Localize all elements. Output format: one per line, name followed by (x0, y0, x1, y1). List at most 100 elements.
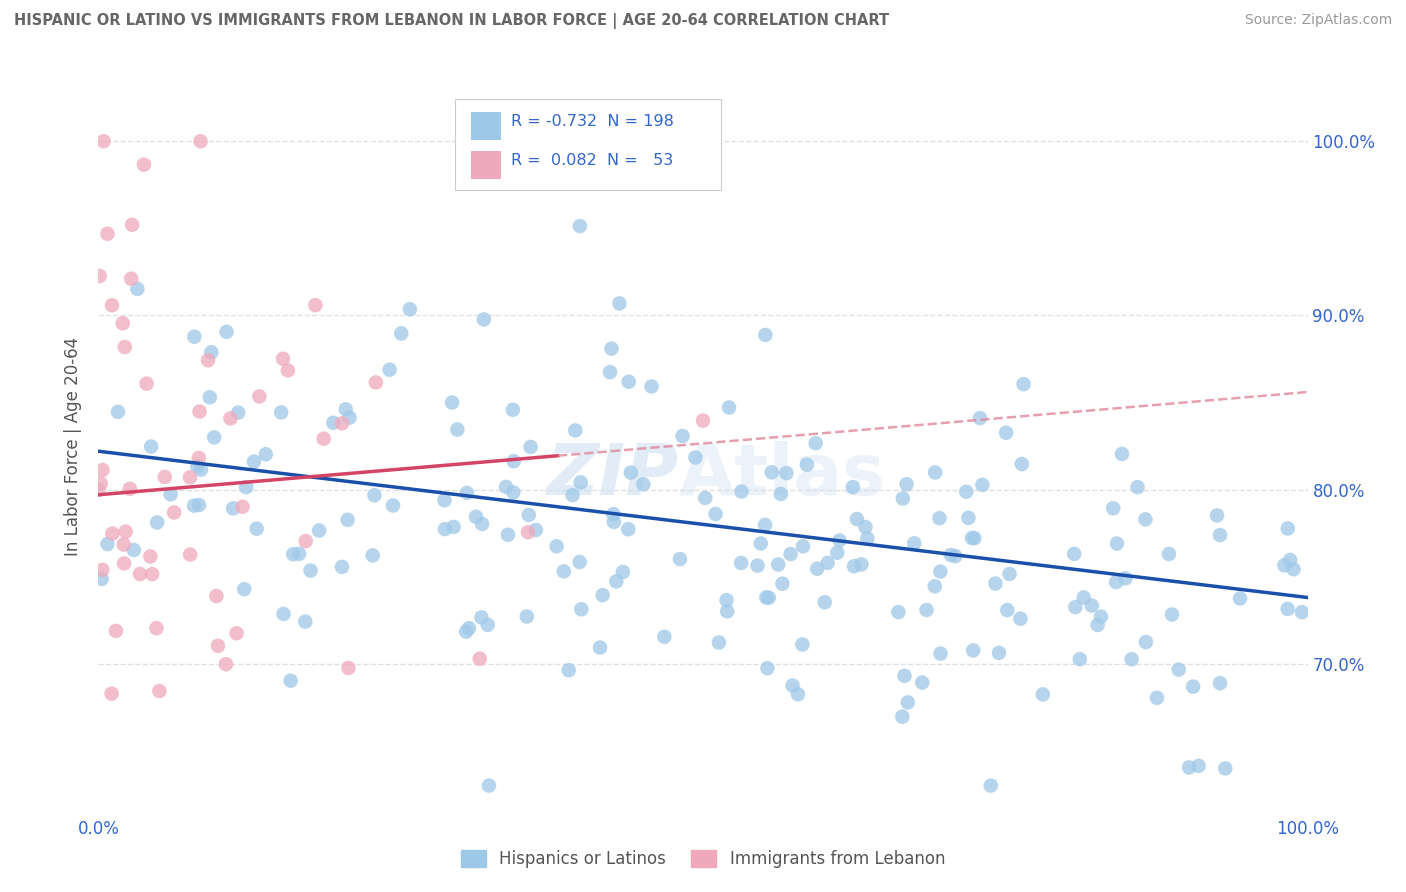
Point (183, 329, 205, 343)
Point (1105, 536, 1128, 550)
Point (1012, 377, 1035, 392)
Point (856, 532, 879, 546)
Point (652, 630, 675, 644)
Point (761, 465, 783, 479)
Point (1011, 457, 1033, 471)
Point (564, 424, 586, 438)
Point (456, 486, 478, 500)
Point (470, 610, 492, 624)
Point (1063, 547, 1085, 561)
Point (496, 528, 519, 542)
Point (472, 312, 495, 326)
Point (1115, 571, 1137, 585)
Point (960, 531, 983, 545)
Point (792, 637, 814, 651)
Point (633, 477, 655, 491)
Text: ZIP: ZIP (547, 441, 679, 509)
Point (1087, 618, 1109, 632)
Point (382, 499, 405, 513)
Point (163, 506, 186, 520)
Point (294, 615, 316, 629)
Point (569, 475, 592, 490)
Point (814, 595, 837, 609)
Point (754, 517, 776, 532)
Point (233, 582, 256, 596)
Point (980, 779, 1002, 793)
Point (118, 482, 141, 496)
Point (153, 470, 176, 484)
Point (222, 501, 245, 516)
Point (389, 326, 412, 341)
Point (546, 539, 568, 553)
Point (465, 509, 488, 524)
Point (110, 830, 132, 845)
Point (1277, 521, 1299, 535)
Point (557, 663, 579, 677)
Point (1178, 760, 1201, 774)
Point (792, 539, 814, 553)
Point (517, 525, 540, 540)
Point (101, 526, 124, 541)
Point (441, 395, 464, 409)
Point (458, 621, 481, 635)
Point (308, 524, 330, 538)
Point (363, 488, 385, 502)
Point (478, 779, 501, 793)
Point (231, 500, 253, 514)
Point (769, 487, 792, 501)
Point (1010, 612, 1032, 626)
Point (561, 488, 583, 502)
Point (104, 624, 127, 638)
Point (330, 560, 353, 574)
Point (605, 574, 627, 589)
Point (495, 480, 517, 494)
Point (187, 450, 209, 465)
Point (804, 436, 827, 450)
Point (89, 268, 111, 283)
Point (553, 565, 575, 579)
Point (1135, 635, 1157, 649)
Point (1157, 547, 1180, 561)
Point (893, 669, 915, 683)
Point (1032, 688, 1054, 702)
FancyBboxPatch shape (471, 112, 501, 140)
Point (806, 562, 828, 576)
Point (433, 522, 456, 536)
Point (524, 523, 547, 537)
Legend: Hispanics or Latinos, Immigrants from Lebanon: Hispanics or Latinos, Immigrants from Le… (454, 843, 952, 875)
Point (1105, 575, 1128, 590)
Point (939, 548, 962, 562)
Point (707, 635, 730, 649)
Point (669, 552, 692, 566)
Point (100, 687, 122, 701)
Point (304, 298, 326, 312)
Point (568, 555, 591, 569)
Point (1161, 607, 1184, 622)
Point (984, 576, 1007, 591)
Point (468, 651, 491, 665)
Point (91, 463, 114, 477)
Point (280, 673, 302, 688)
Point (277, 363, 299, 377)
Point (299, 564, 322, 578)
Point (502, 454, 524, 468)
Point (135, 376, 157, 391)
Point (471, 516, 494, 531)
Point (1277, 602, 1299, 616)
Point (336, 513, 359, 527)
Point (207, 639, 229, 653)
Point (179, 470, 201, 484)
Point (568, 219, 591, 233)
Point (364, 376, 387, 390)
Point (197, 353, 219, 368)
Point (995, 603, 1018, 617)
Point (183, 499, 205, 513)
Point (433, 493, 456, 508)
Point (477, 617, 499, 632)
Point (243, 455, 266, 469)
Y-axis label: In Labor Force | Age 20-64: In Labor Force | Age 20-64 (65, 336, 83, 556)
Point (398, 302, 420, 317)
Point (127, 282, 149, 296)
Point (122, 543, 145, 558)
Point (602, 507, 624, 521)
